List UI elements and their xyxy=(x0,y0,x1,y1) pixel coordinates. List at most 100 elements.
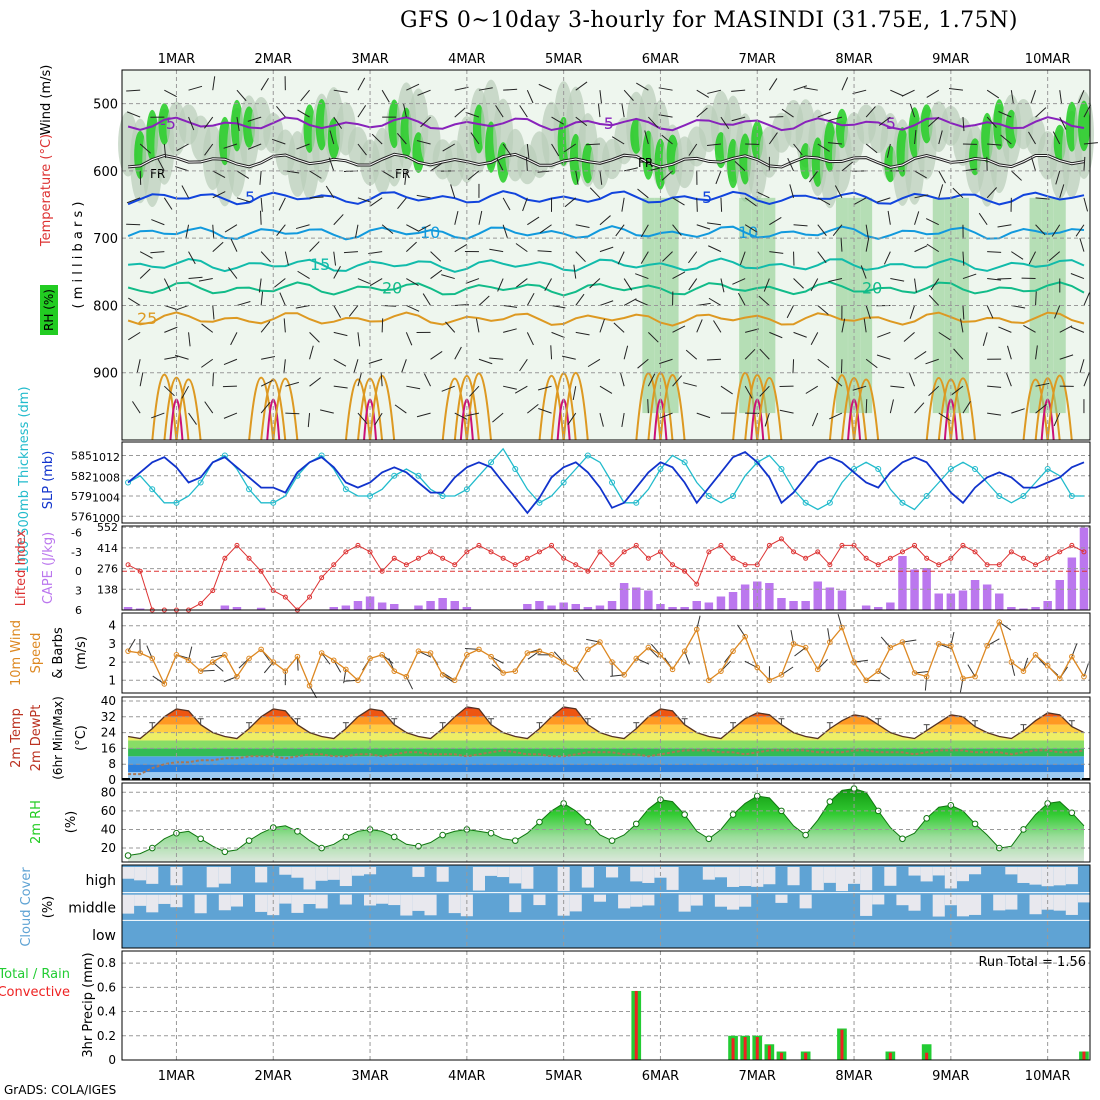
date-tick-bottom: 6MAR xyxy=(642,1069,679,1084)
wind-barb xyxy=(962,401,971,414)
wind-barb xyxy=(781,108,794,118)
wind-barb xyxy=(401,359,407,373)
wind-barb xyxy=(163,143,167,158)
cloud-clear-cell xyxy=(424,894,437,916)
wind-barb xyxy=(260,291,264,306)
wind-barb xyxy=(962,117,965,132)
wind-barb xyxy=(647,373,656,387)
wind-barb xyxy=(309,377,321,387)
cape-bar xyxy=(390,604,399,610)
thickness-marker xyxy=(463,486,470,493)
isotherm-30 xyxy=(949,377,976,441)
wind-barb xyxy=(1010,90,1014,105)
cape-bar xyxy=(777,598,786,610)
wind-barb xyxy=(1035,382,1050,387)
cloud-clear-cell xyxy=(533,894,546,906)
cape-tick: 276 xyxy=(97,563,118,576)
wind-barb xyxy=(495,105,504,118)
li-marker xyxy=(706,549,712,555)
cloud-level-label: low xyxy=(92,928,116,944)
cape-bar xyxy=(353,601,363,610)
wind-barb xyxy=(562,355,576,360)
wind-barb xyxy=(333,385,348,389)
cloud-clear-cell xyxy=(376,894,389,904)
wind-marker xyxy=(621,672,627,678)
thickness-marker xyxy=(173,499,180,506)
wind-barb xyxy=(381,89,390,103)
rh-legend-swatch xyxy=(40,285,58,335)
li-marker xyxy=(415,555,421,561)
wind-barb xyxy=(551,116,564,125)
rh-marker xyxy=(124,852,132,859)
rh-marker xyxy=(245,837,253,844)
wind-barb xyxy=(720,197,723,212)
wind-barb xyxy=(333,266,341,279)
wind-barb xyxy=(132,401,141,414)
wind-marker xyxy=(802,644,809,651)
wind-barb xyxy=(672,197,685,206)
cape-bar xyxy=(740,584,750,610)
cloud-clear-cell xyxy=(1065,867,1078,885)
thickness-marker xyxy=(923,493,930,499)
credit-label: GrADS: COLA/IGES xyxy=(4,1083,117,1097)
wind-barb xyxy=(188,116,195,131)
precip-convective-bar xyxy=(755,1036,759,1060)
wind-barb xyxy=(1030,90,1037,104)
wind-barb xyxy=(611,136,625,145)
freezing-level-label: FR xyxy=(395,167,410,181)
wind-barb xyxy=(1075,224,1085,237)
thickness-marker xyxy=(826,499,833,506)
date-tick-top: 4MAR xyxy=(448,52,485,67)
wind-marker xyxy=(972,673,978,680)
wind-barb xyxy=(914,402,925,414)
wind-barb xyxy=(181,185,189,199)
cloud-clear-cell xyxy=(364,867,377,875)
wind-barb xyxy=(805,385,819,394)
thickness-marker xyxy=(633,499,640,506)
li-marker xyxy=(899,549,905,555)
li-marker xyxy=(331,562,337,568)
wind-marker xyxy=(294,653,301,660)
li-marker xyxy=(1008,549,1014,555)
isotherm-label: 15 xyxy=(310,255,330,274)
wind-barb xyxy=(841,318,846,333)
wind-barb xyxy=(150,251,165,254)
cloud-clear-cell xyxy=(714,867,727,878)
axis-label: SLP (mb) xyxy=(41,451,56,510)
cape-bar xyxy=(728,592,738,610)
isotherm-25 xyxy=(127,311,1085,327)
panel-frame-slp_thickness xyxy=(121,441,1091,524)
cape-bar xyxy=(450,601,459,610)
isotherm-10 xyxy=(127,225,1085,241)
isotherm-label: -5 xyxy=(880,114,896,133)
wind-barb xyxy=(537,385,552,391)
li-marker xyxy=(488,549,494,555)
wind-barb xyxy=(260,379,274,387)
wind-barb xyxy=(731,116,746,122)
precip-convective-bar xyxy=(634,990,638,1060)
wind-barb xyxy=(890,89,904,97)
wind-barb xyxy=(619,372,625,387)
wind-marker xyxy=(742,633,748,640)
cloud-clear-cell xyxy=(920,867,933,882)
wind-barb xyxy=(828,278,843,283)
li-marker xyxy=(887,555,893,561)
wind-barb xyxy=(852,385,867,391)
wind-barb xyxy=(445,321,456,333)
wind-barb xyxy=(938,331,951,341)
wind-marker xyxy=(149,655,156,662)
cloud-clear-cell xyxy=(581,867,594,888)
cloud-clear-cell xyxy=(714,894,727,907)
cloud-clear-cell xyxy=(860,867,873,891)
wind-barb xyxy=(863,318,867,333)
wind-barb xyxy=(987,385,1002,388)
wind-marker xyxy=(439,672,446,678)
wind-barb xyxy=(737,292,746,306)
wind-barb xyxy=(380,372,383,387)
wind-barb xyxy=(662,251,673,262)
li-marker xyxy=(246,555,252,561)
wind-barb xyxy=(406,224,419,232)
cape-bar xyxy=(898,556,907,610)
cloud-clear-cell xyxy=(291,867,304,878)
wind-barb xyxy=(454,412,468,420)
